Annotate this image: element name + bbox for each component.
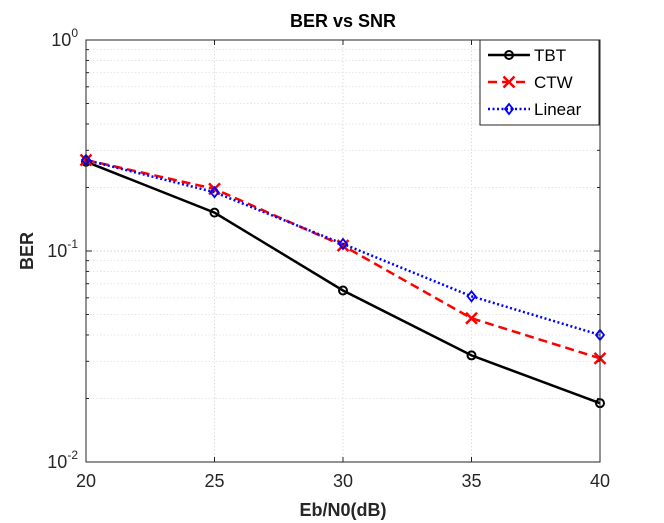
legend-item-tbt: TBT xyxy=(488,46,566,65)
legend: TBT CTW Linear xyxy=(479,39,600,126)
x-axis-label: Eb/N0(dB) xyxy=(300,500,387,520)
y-tick-label: 100 xyxy=(51,26,78,50)
y-tick-label: 10-1 xyxy=(47,237,78,261)
legend-label: TBT xyxy=(534,46,566,65)
y-axis-label: BER xyxy=(17,232,37,270)
data-point xyxy=(466,289,477,303)
data-point xyxy=(466,350,477,361)
data-point xyxy=(465,311,478,325)
legend-item-ctw: CTW xyxy=(488,73,573,92)
x-tick-label: 40 xyxy=(590,471,610,491)
y-tick-label: 10-2 xyxy=(47,448,78,472)
data-point xyxy=(504,50,514,60)
legend-label: Linear xyxy=(534,100,582,119)
legend-item-linear: Linear xyxy=(488,100,582,119)
data-point xyxy=(502,75,516,89)
x-tick-label: 25 xyxy=(204,471,224,491)
data-point xyxy=(337,237,349,251)
data-point xyxy=(503,102,515,116)
x-tick-labels: 20 25 30 35 40 xyxy=(76,471,610,491)
data-point xyxy=(209,207,220,218)
x-tick-label: 35 xyxy=(461,471,481,491)
series-line xyxy=(85,158,601,337)
y-tick-labels: 10-2 10-1 100 xyxy=(47,26,78,472)
series-line xyxy=(85,160,601,405)
data-point xyxy=(338,285,348,296)
chart-title: BER vs SNR xyxy=(290,11,396,31)
x-tick-label: 30 xyxy=(333,471,353,491)
data-point xyxy=(209,185,220,199)
x-tick-label: 20 xyxy=(76,471,96,491)
legend-label: CTW xyxy=(534,73,573,92)
